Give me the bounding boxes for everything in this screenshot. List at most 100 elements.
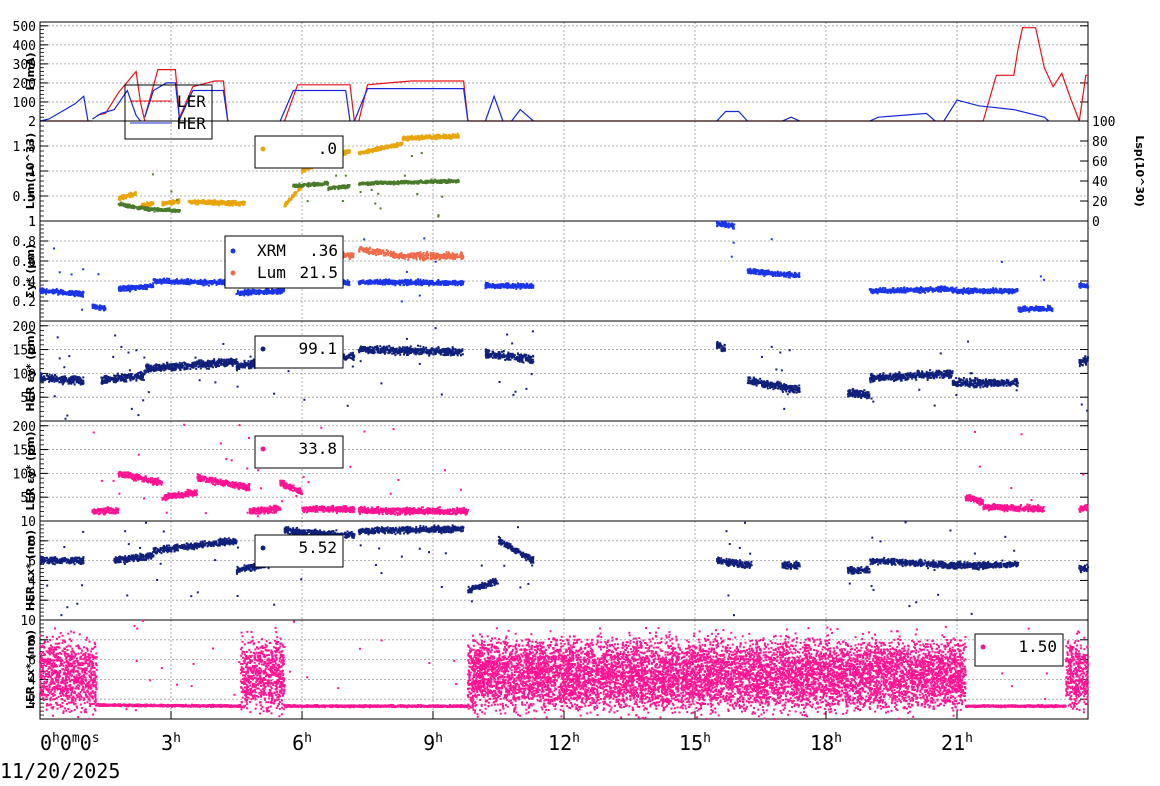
data-point <box>371 189 373 191</box>
data-point <box>430 180 432 182</box>
data-point <box>304 168 306 170</box>
data-point <box>53 292 55 294</box>
data-point <box>234 201 236 203</box>
data-point <box>395 143 397 145</box>
data-point <box>345 175 347 177</box>
data-point <box>443 133 445 135</box>
data-point <box>365 150 367 152</box>
data-point <box>97 273 99 275</box>
data-point <box>437 214 439 216</box>
data-point <box>330 187 332 189</box>
data-point <box>380 182 382 184</box>
data-point <box>411 182 413 184</box>
data-point <box>153 211 155 213</box>
data-point <box>133 206 135 208</box>
data-point <box>118 198 120 200</box>
data-point <box>337 186 339 188</box>
data-point <box>335 186 337 188</box>
data-point <box>40 291 42 293</box>
data-point <box>448 134 450 136</box>
line-ler <box>983 28 1079 121</box>
data-point <box>414 180 416 182</box>
data-point <box>175 210 177 212</box>
data-point <box>218 204 220 206</box>
data-point <box>172 200 174 202</box>
data-point <box>70 293 72 295</box>
data-point <box>335 175 337 177</box>
data-point <box>122 203 124 205</box>
data-point <box>287 203 289 205</box>
data-point <box>374 203 376 205</box>
data-point <box>359 151 361 153</box>
data-point <box>344 153 346 155</box>
data-point <box>399 143 401 145</box>
data-point <box>169 200 171 202</box>
data-point <box>359 184 361 186</box>
data-point <box>129 192 131 194</box>
data-point <box>360 191 362 193</box>
line-her <box>485 96 503 121</box>
data-point <box>452 134 454 136</box>
line-her <box>354 89 468 121</box>
data-point <box>148 210 150 212</box>
data-point <box>118 203 120 205</box>
data-point <box>362 183 364 185</box>
legend-current: LERHER <box>125 85 212 139</box>
data-point <box>287 200 289 202</box>
y-tick-label: 500 <box>13 20 36 35</box>
data-point <box>154 207 156 209</box>
data-point <box>434 136 436 138</box>
legend-label: HER <box>177 114 206 133</box>
data-point <box>284 205 286 207</box>
data-point <box>404 175 406 177</box>
data-point <box>334 188 336 190</box>
data-point <box>403 137 405 139</box>
data-point <box>436 137 438 139</box>
legend-marker <box>261 147 266 152</box>
data-point <box>392 183 394 185</box>
data-point <box>457 133 459 135</box>
data-point <box>62 290 64 292</box>
data-point <box>168 209 170 211</box>
line-her <box>280 91 350 122</box>
data-point <box>176 202 178 204</box>
data-point <box>313 184 315 186</box>
data-point <box>209 202 211 204</box>
data-point <box>170 191 172 193</box>
data-point <box>367 151 369 153</box>
y-top-label: 1 <box>28 215 36 230</box>
line-ler <box>97 72 145 122</box>
data-point <box>189 200 191 202</box>
data-point <box>92 306 94 308</box>
data-point <box>345 150 347 152</box>
data-point <box>99 309 101 311</box>
data-point <box>59 271 61 273</box>
line-her <box>512 110 534 121</box>
data-point <box>411 155 413 157</box>
data-point <box>400 142 402 144</box>
data-point <box>75 293 77 295</box>
data-point <box>416 193 418 195</box>
data-point <box>57 289 59 291</box>
data-point <box>345 186 347 188</box>
data-point <box>377 193 379 195</box>
data-point <box>232 200 234 202</box>
data-point <box>333 185 335 187</box>
y2-tick-label: 40 <box>1092 175 1108 190</box>
data-point <box>421 136 423 138</box>
data-point <box>395 146 397 148</box>
data-point <box>321 183 323 185</box>
data-point <box>178 210 180 212</box>
data-point <box>81 309 83 311</box>
data-point <box>374 150 376 152</box>
y2-tick-label: 100 <box>1092 115 1115 130</box>
data-point <box>129 196 131 198</box>
data-point <box>390 145 392 147</box>
data-point <box>232 202 234 204</box>
data-point <box>205 202 207 204</box>
data-point <box>79 293 81 295</box>
data-point <box>342 185 344 187</box>
data-point <box>199 201 201 203</box>
data-point <box>131 205 133 207</box>
